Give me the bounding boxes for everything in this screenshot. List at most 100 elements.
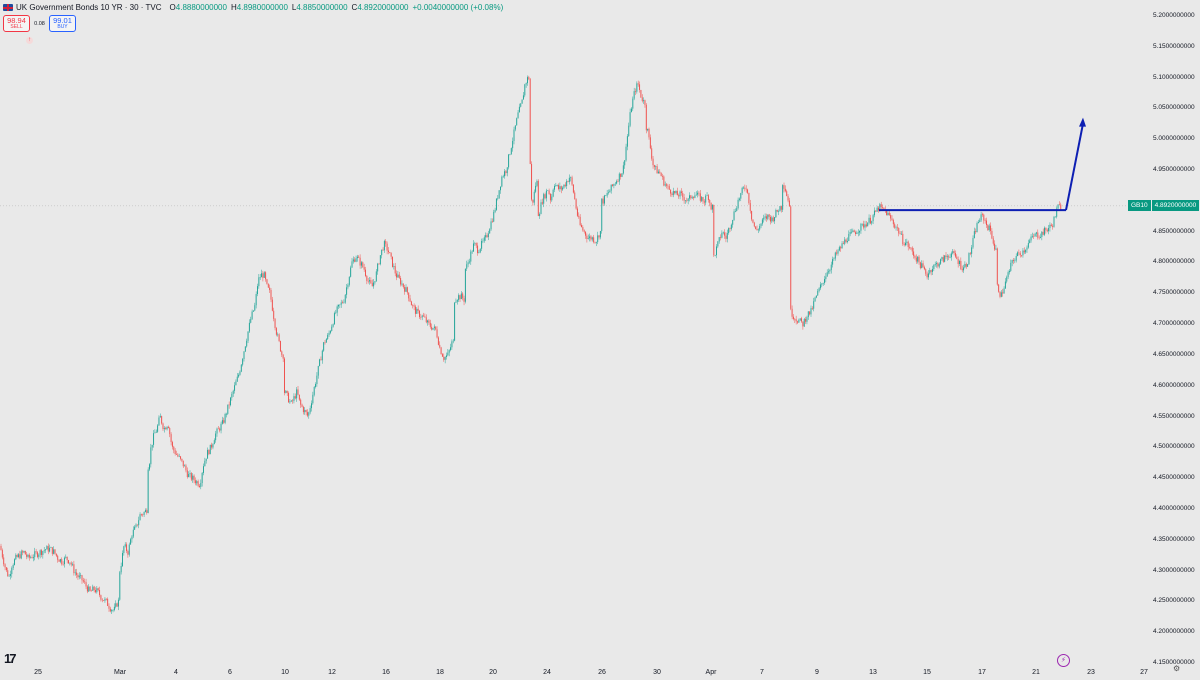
candle bbox=[321, 349, 323, 364]
candle bbox=[458, 293, 460, 302]
candle bbox=[765, 213, 767, 222]
candle bbox=[864, 220, 866, 232]
time-tick: 7 bbox=[760, 669, 764, 676]
candle bbox=[846, 237, 848, 244]
candle bbox=[362, 261, 364, 268]
candle bbox=[450, 343, 452, 352]
price-tick: 5.2000000000 bbox=[1153, 12, 1195, 19]
symbol-legend: UK Government Bonds 10 YR · 30 · TVC O 4.… bbox=[3, 3, 507, 12]
candle bbox=[1026, 245, 1028, 253]
candle bbox=[247, 331, 249, 344]
time-tick: 9 bbox=[815, 669, 819, 676]
candle bbox=[501, 175, 503, 188]
candle bbox=[459, 294, 461, 303]
candle bbox=[53, 546, 55, 555]
candle bbox=[873, 207, 875, 218]
candle bbox=[134, 525, 136, 531]
candle bbox=[432, 328, 434, 331]
candle bbox=[524, 83, 526, 98]
candle bbox=[871, 220, 873, 226]
candle bbox=[320, 356, 322, 361]
buy-button[interactable]: 99.01 BUY bbox=[49, 15, 76, 32]
candle bbox=[421, 314, 423, 321]
candle bbox=[1002, 288, 1004, 297]
candle bbox=[150, 443, 152, 468]
candle bbox=[328, 330, 330, 337]
candle bbox=[764, 213, 766, 221]
candle bbox=[608, 189, 609, 195]
candle bbox=[178, 453, 180, 458]
candle bbox=[15, 553, 17, 561]
candle bbox=[641, 94, 643, 103]
candle bbox=[234, 382, 236, 394]
candle bbox=[968, 252, 970, 265]
candle bbox=[512, 137, 514, 152]
candle bbox=[825, 272, 827, 283]
candle bbox=[301, 403, 303, 408]
candle bbox=[567, 180, 569, 183]
candle bbox=[50, 546, 52, 548]
lightning-icon[interactable]: ⚡ bbox=[1057, 654, 1070, 667]
candle bbox=[315, 382, 317, 389]
candle bbox=[964, 261, 966, 269]
candle bbox=[890, 213, 892, 222]
candle bbox=[585, 231, 587, 239]
candle bbox=[88, 584, 90, 593]
candle bbox=[729, 227, 731, 232]
candle bbox=[246, 338, 248, 348]
settings-icon[interactable]: ⚙ bbox=[1173, 664, 1181, 673]
tradingview-logo-icon[interactable]: 17 bbox=[4, 651, 17, 666]
candle bbox=[645, 103, 647, 134]
candle bbox=[312, 391, 314, 405]
candle bbox=[405, 284, 407, 292]
candle bbox=[1008, 269, 1010, 275]
candle bbox=[614, 181, 616, 187]
candle bbox=[81, 574, 83, 584]
collapse-legend-icon[interactable]: ↑ bbox=[26, 37, 33, 44]
candle bbox=[444, 356, 446, 364]
candle bbox=[895, 225, 897, 231]
candle bbox=[1054, 216, 1056, 218]
candle bbox=[995, 244, 997, 251]
candle bbox=[606, 189, 608, 198]
candle bbox=[265, 271, 267, 282]
candle bbox=[258, 274, 260, 289]
candle bbox=[359, 254, 361, 269]
candle bbox=[45, 549, 47, 554]
candle bbox=[51, 547, 53, 556]
candle bbox=[975, 228, 977, 235]
candle bbox=[356, 254, 358, 262]
candle bbox=[1042, 228, 1044, 236]
candle bbox=[267, 283, 269, 289]
candle bbox=[930, 269, 932, 276]
candle bbox=[401, 280, 403, 287]
candle bbox=[374, 281, 376, 285]
candle bbox=[124, 542, 126, 548]
candle bbox=[711, 204, 713, 213]
candle bbox=[845, 238, 847, 244]
candle bbox=[617, 178, 619, 183]
candle bbox=[95, 587, 96, 594]
sell-button[interactable]: 98.94 SELL bbox=[3, 15, 30, 32]
candle bbox=[826, 269, 828, 277]
candle bbox=[622, 161, 624, 175]
candle bbox=[725, 232, 727, 243]
candle bbox=[443, 353, 445, 362]
candle bbox=[907, 240, 909, 251]
candle bbox=[304, 407, 306, 415]
symbol-title[interactable]: UK Government Bonds 10 YR · 30 · TVC bbox=[16, 3, 162, 12]
candle bbox=[663, 175, 665, 187]
candle bbox=[261, 269, 263, 278]
candle bbox=[262, 270, 264, 282]
candle bbox=[42, 550, 44, 559]
candle bbox=[466, 260, 468, 272]
candle bbox=[257, 283, 258, 297]
candle bbox=[446, 352, 447, 360]
candle bbox=[798, 318, 800, 323]
candle bbox=[36, 551, 38, 559]
time-tick: 10 bbox=[281, 669, 289, 676]
candle bbox=[213, 438, 215, 445]
candle bbox=[378, 262, 380, 265]
